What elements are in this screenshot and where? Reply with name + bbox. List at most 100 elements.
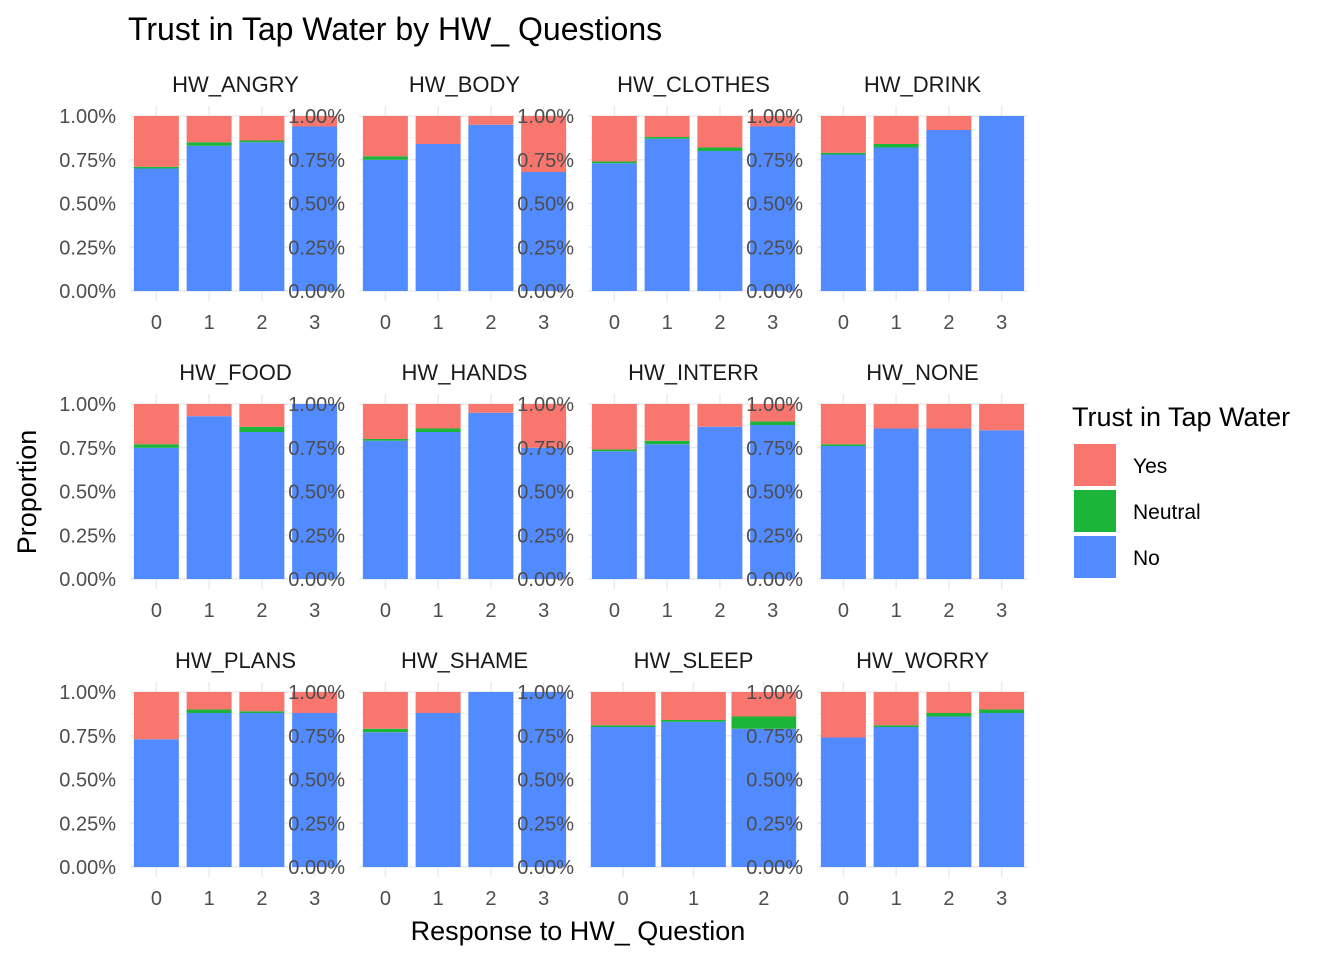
y-tick-label: 0.50%: [746, 482, 803, 504]
bar-no: [362, 732, 408, 867]
bar-yes: [292, 692, 338, 713]
y-tick-label: 0.25%: [59, 237, 116, 259]
facet-label: HW_ANGRY: [172, 72, 299, 97]
bar-yes: [591, 116, 637, 162]
y-tick-label: 1.00%: [59, 106, 116, 128]
bar-no: [644, 138, 690, 291]
y-tick-label: 0.00%: [59, 281, 116, 303]
y-tick-label: 0.25%: [517, 813, 574, 835]
y-tick-label: 0.00%: [59, 857, 116, 879]
bar-yes: [750, 404, 796, 422]
bar-neutral: [820, 444, 866, 446]
x-tick-label: 2: [943, 600, 954, 622]
x-tick-label: 0: [380, 888, 391, 910]
legend-title: Trust in Tap Water: [1072, 402, 1290, 432]
y-tick-label: 0.75%: [59, 438, 116, 460]
x-tick-label: 0: [838, 600, 849, 622]
x-tick-label: 2: [758, 888, 769, 910]
bar-yes: [133, 116, 179, 167]
bar-neutral: [979, 709, 1025, 713]
y-tick-label: 0.50%: [59, 770, 116, 792]
y-tick-label: 0.25%: [746, 813, 803, 835]
bar-no: [186, 416, 232, 579]
bar-no: [292, 713, 338, 867]
x-tick-label: 3: [767, 600, 778, 622]
bar-no: [239, 713, 285, 867]
bar-no: [468, 124, 514, 291]
y-tick-label: 1.00%: [517, 394, 574, 416]
bar-yes: [979, 404, 1025, 431]
bar-neutral: [591, 449, 637, 452]
bar-neutral: [362, 439, 408, 441]
y-tick-label: 0.50%: [288, 770, 345, 792]
x-tick-label: 0: [609, 312, 620, 334]
y-tick-label: 0.75%: [288, 150, 345, 172]
x-tick-label: 3: [538, 312, 549, 334]
y-tick-label: 1.00%: [59, 682, 116, 704]
y-tick-label: 1.00%: [288, 394, 345, 416]
x-tick-label: 2: [256, 888, 267, 910]
y-tick-label: 0.25%: [746, 525, 803, 547]
y-tick-label: 0.00%: [517, 281, 574, 303]
bar-yes: [750, 116, 796, 127]
y-tick-label: 0.00%: [517, 569, 574, 591]
x-tick-label: 0: [838, 312, 849, 334]
facet-hw_sleep: HW_SLEEP 0.00% 0.25% 0.50% 0.75% 1.00% 0 1 2: [517, 648, 799, 910]
bar-no: [239, 142, 285, 291]
bar-no: [239, 432, 285, 579]
y-tick-label: 0.25%: [288, 813, 345, 835]
x-tick-label: 3: [309, 600, 320, 622]
bar-neutral: [186, 142, 232, 146]
y-tick-label: 1.00%: [746, 106, 803, 128]
x-tick-label: 3: [309, 888, 320, 910]
x-tick-label: 1: [891, 312, 902, 334]
bar-neutral: [590, 725, 656, 727]
bar-no: [590, 727, 656, 867]
y-tick-label: 0.75%: [746, 726, 803, 748]
bar-yes: [362, 692, 408, 729]
y-tick-label: 0.50%: [517, 482, 574, 504]
bar-yes: [521, 404, 567, 448]
y-tick-label: 0.00%: [288, 569, 345, 591]
bar-no: [873, 428, 919, 579]
facet-hw_hands: HW_HANDS 0.00% 0.25% 0.50% 0.75% 1.00% 0 1 2 3: [288, 360, 570, 622]
bar-no: [521, 692, 567, 867]
bar-yes: [926, 116, 972, 130]
bar-no: [661, 721, 726, 867]
bar-no: [591, 163, 637, 291]
chart-title: Trust in Tap Water by HW_ Questions: [128, 11, 662, 47]
x-tick-label: 3: [996, 312, 1007, 334]
y-tick-label: 0.25%: [288, 525, 345, 547]
facet-hw_body: HW_BODY 0.00% 0.25% 0.50% 0.75% 1.00% 0 1 2 3: [288, 72, 570, 334]
x-tick-label: 0: [618, 888, 629, 910]
x-tick-label: 2: [943, 312, 954, 334]
y-tick-label: 0.75%: [746, 150, 803, 172]
y-tick-label: 1.00%: [288, 682, 345, 704]
y-tick-label: 0.00%: [288, 857, 345, 879]
bar-no: [362, 159, 408, 291]
facet-label: HW_HANDS: [402, 360, 528, 385]
bar-no: [362, 440, 408, 579]
y-tick-label: 0.25%: [288, 237, 345, 259]
facet-hw_angry: HW_ANGRY 0.00% 0.25% 0.50% 0.75% 1.00% 0 1 2 3: [59, 72, 341, 334]
x-tick-label: 2: [714, 600, 725, 622]
bar-no: [979, 430, 1025, 579]
y-tick-label: 0.75%: [517, 150, 574, 172]
bar-no: [750, 126, 796, 291]
bar-no: [926, 716, 972, 867]
bar-yes: [468, 116, 514, 125]
y-tick-label: 0.25%: [517, 237, 574, 259]
bar-yes: [292, 116, 338, 127]
bar-yes: [521, 116, 567, 172]
y-tick-label: 0.75%: [517, 726, 574, 748]
bar-yes: [415, 404, 461, 429]
facet-hw_interr: HW_INTERR 0.00% 0.25% 0.50% 0.75% 1.00% 0 1 2 3: [517, 360, 799, 622]
facet-label: HW_FOOD: [179, 360, 291, 385]
x-tick-label: 0: [151, 312, 162, 334]
y-tick-label: 0.50%: [59, 482, 116, 504]
bar-no: [820, 154, 866, 291]
legend: Trust in Tap Water Yes Neutral No: [1072, 402, 1290, 578]
y-tick-label: 1.00%: [517, 106, 574, 128]
bar-yes: [644, 116, 690, 137]
y-tick-label: 0.75%: [59, 726, 116, 748]
